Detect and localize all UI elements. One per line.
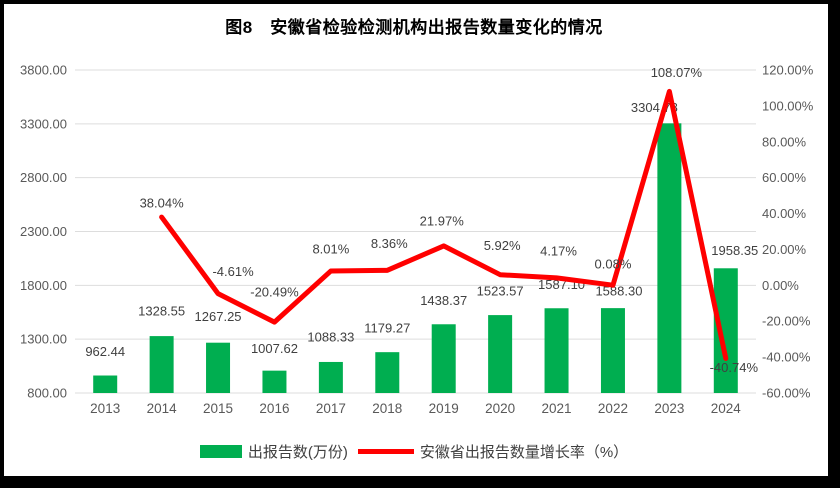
line-series-swatch [357, 448, 414, 454]
line-data-label: 5.92% [484, 238, 521, 253]
left-axis-tick: 3300.00 [20, 116, 67, 131]
x-axis-label: 2018 [372, 401, 402, 416]
bar-data-label: 1088.33 [307, 329, 354, 344]
bar-2020 [488, 315, 513, 393]
line-data-label: 8.36% [371, 236, 408, 251]
x-axis-label: 2022 [598, 401, 628, 416]
x-axis-label: 2024 [711, 401, 742, 416]
left-axis-tick: 1800.00 [20, 278, 67, 293]
left-axis-tick: 1300.00 [20, 332, 67, 347]
right-axis-tick: -40.00% [762, 350, 811, 365]
left-axis-tick: 800.00 [27, 386, 67, 401]
line-data-label: -4.61% [212, 264, 254, 279]
x-axis-label: 2013 [90, 401, 120, 416]
left-axis-tick: 3800.00 [20, 63, 67, 78]
line-data-label: -20.49% [250, 285, 299, 300]
gridlines [75, 69, 756, 394]
legend-item-line-series: 安徽省出报告数量增长率（%） [357, 441, 629, 462]
bar-2016 [262, 370, 287, 393]
right-axis-tick: -20.00% [762, 314, 811, 329]
bar-2017 [318, 361, 343, 393]
bar-data-label: 1523.57 [477, 284, 524, 299]
x-axis-label: 2015 [203, 401, 233, 416]
bar-2021 [544, 308, 569, 393]
line-data-label: 4.17% [540, 243, 577, 258]
x-axis-label: 2016 [259, 401, 289, 416]
bar-series [93, 123, 738, 393]
x-axis-label: 2019 [429, 401, 459, 416]
right-axis-tick: 0.00% [762, 278, 799, 293]
bar-2022 [600, 308, 625, 393]
legend-label-bar-series: 出报告数(万份) [247, 443, 348, 461]
chart-title: 图8 安徽省检验检测机构出报告数量变化的情况 [225, 18, 603, 37]
legend: 出报告数(万份) 安徽省出报告数量增长率（%） [0, 440, 828, 462]
growth-rate-line [159, 88, 729, 361]
line-data-label: 108.07% [651, 65, 703, 80]
x-axis-label: 2021 [542, 401, 572, 416]
x-axis-label: 2017 [316, 401, 346, 416]
bar-data-label: 1267.25 [195, 309, 242, 324]
bar-data-label: 1588.30 [595, 284, 642, 299]
bar-2013 [93, 375, 118, 393]
bar-data-label: 962.44 [85, 344, 125, 359]
bar-data-label: 1958.35 [711, 243, 758, 258]
legend-item-bar-series: 出报告数(万份) [199, 441, 348, 462]
bar-data-label: 1179.27 [364, 321, 410, 336]
right-axis-tick: 60.00% [762, 170, 807, 185]
right-axis-tick: 20.00% [762, 242, 807, 257]
left-axis-tick: 2800.00 [20, 170, 67, 185]
bar-2019 [431, 324, 456, 393]
left-axis-tick: 2300.00 [20, 224, 67, 239]
bar-2015 [206, 342, 231, 393]
right-axis-tick: 100.00% [762, 98, 814, 113]
line-data-label: 0.08% [595, 257, 632, 272]
right-axis-tick-labels: 120.00% 100.00% 80.00% 60.00% 40.00% 20.00% 0.… [762, 63, 814, 401]
line-data-label: 8.01% [312, 241, 349, 256]
bar-data-label: 1328.55 [138, 304, 185, 319]
chart-canvas [4, 4, 828, 476]
bar-2018 [375, 352, 400, 393]
bar-2014 [149, 336, 174, 393]
line-data-label: -40.74% [710, 360, 759, 375]
bar-series-swatch [199, 444, 242, 458]
x-axis-label: 2020 [485, 401, 515, 416]
bar-2023 [657, 123, 682, 393]
bar-data-labels: 962.44 1328.55 1267.25 1007.62 1088.33 1179.2… [85, 100, 758, 359]
line-data-label: 21.97% [420, 213, 465, 228]
right-axis-tick: -60.00% [762, 386, 811, 401]
x-axis-labels: 2013 2014 2015 2016 2017 2018 2019 2020 2021 2022… [90, 401, 741, 416]
bar-data-label: 1438.37 [420, 293, 467, 308]
left-axis-tick-labels: 3800.00 3300.00 2800.00 2300.00 1800.00 1300.… [20, 63, 67, 401]
right-axis-tick: 80.00% [762, 134, 807, 149]
bar-data-label: 1007.62 [251, 341, 298, 356]
x-axis-label: 2014 [147, 401, 178, 416]
x-axis-label: 2023 [654, 401, 684, 416]
line-data-label: 38.04% [140, 196, 185, 211]
line-data-labels: 38.04% -4.61% -20.49% 8.01% 8.36% 21.97% 5.92%… [140, 65, 759, 375]
legend-label-line-series: 安徽省出报告数量增长率（%） [419, 443, 629, 461]
right-axis-tick: 120.00% [762, 63, 814, 78]
right-axis-tick: 40.00% [762, 206, 807, 221]
